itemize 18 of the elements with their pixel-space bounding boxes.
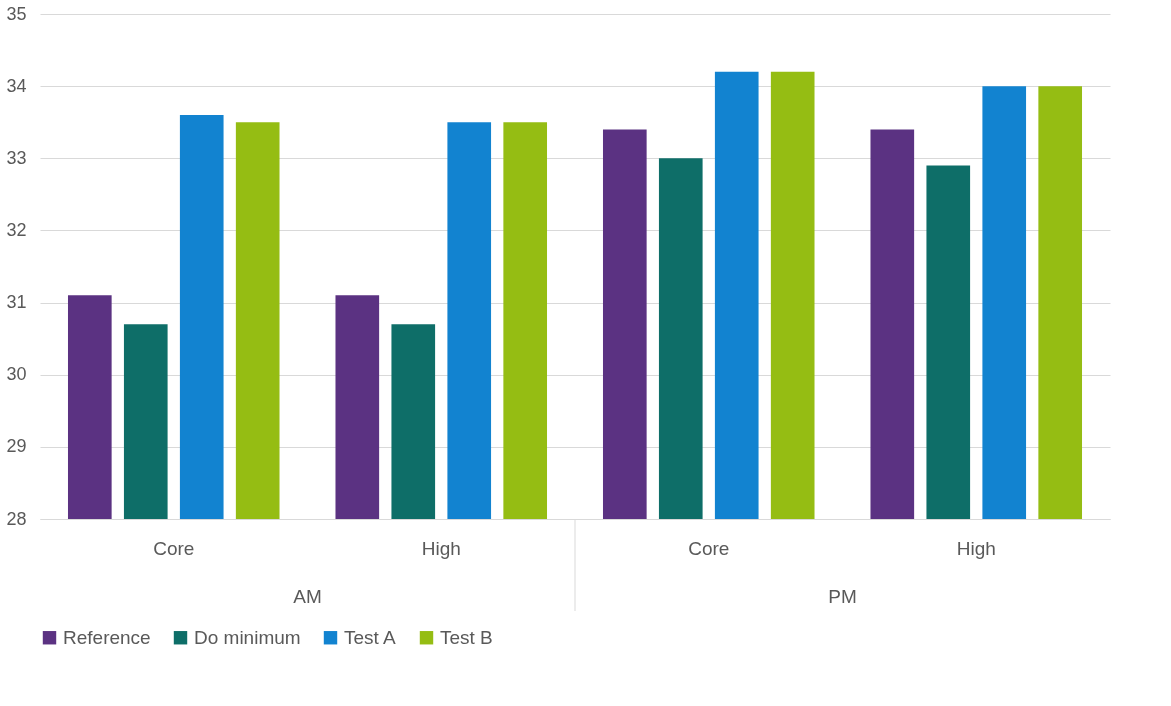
y-tick-label: 31 — [6, 292, 27, 313]
x-tick-label: High — [956, 537, 996, 559]
y-tick-label: 28 — [6, 508, 27, 529]
legend-label: Test B — [440, 626, 493, 648]
x-tick-label: High — [421, 537, 461, 559]
y-tick-label: 32 — [6, 219, 27, 240]
y-tick-label: 35 — [6, 3, 27, 24]
legend-label: Do minimum — [194, 626, 301, 648]
y-tick-label: 29 — [6, 436, 27, 457]
y-tick-label: 33 — [6, 147, 27, 168]
text: PM — [828, 586, 857, 607]
text: AM — [293, 586, 322, 607]
x-tick-label: Core — [153, 537, 195, 559]
legend-label: Test A — [344, 626, 397, 648]
y-tick-label: 34 — [6, 75, 27, 96]
x-tick-label: Core — [688, 537, 730, 559]
y-tick-label: 30 — [6, 364, 27, 385]
legend-label: Reference — [63, 626, 151, 648]
